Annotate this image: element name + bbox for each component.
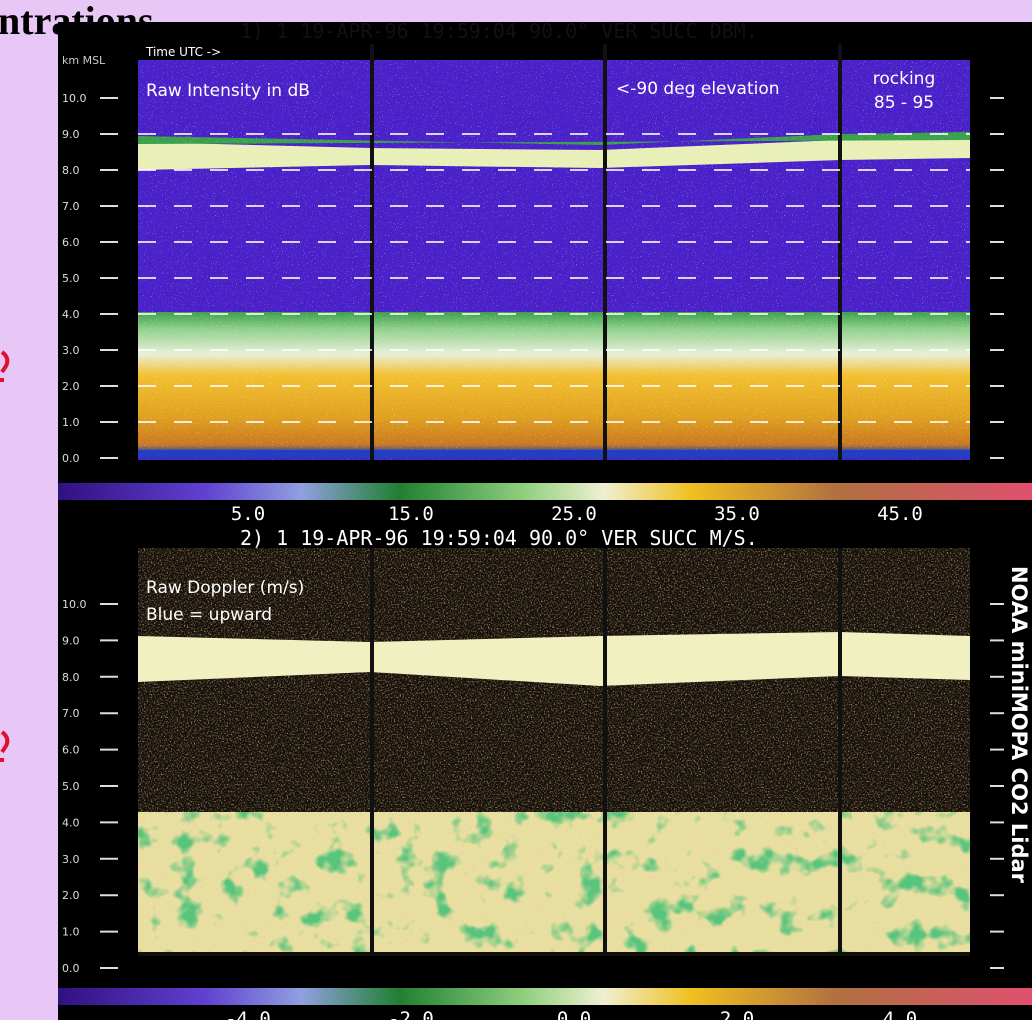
colorbar-label: 2.0 bbox=[720, 1008, 754, 1020]
y-tick-label: 7.0 bbox=[62, 200, 80, 213]
colorbar-label: -4.0 bbox=[225, 1008, 271, 1020]
panel-header: 2) 1 19-APR-96 19:59:04 90.0° VER SUCC M… bbox=[240, 526, 758, 550]
updraft-blobs bbox=[138, 812, 970, 952]
colorbar-label: 35.0 bbox=[714, 503, 760, 525]
y-tick-label: 5.0 bbox=[62, 272, 80, 285]
intensity-panel bbox=[138, 60, 970, 460]
y-tick-label: 9.0 bbox=[62, 128, 80, 141]
y-tick-label: 0.0 bbox=[62, 452, 80, 465]
colorbar-label: 25.0 bbox=[551, 503, 597, 525]
side-label: NOAA miniMOPA CO2 Lidar bbox=[1007, 566, 1031, 884]
slide: ntrations 1) 1 19-APR-96 19:59:04 90.0° … bbox=[0, 0, 1032, 1020]
y-tick-label: 4.0 bbox=[62, 816, 80, 829]
red-mark bbox=[2, 352, 7, 382]
speckle bbox=[138, 60, 970, 460]
y-tick-label: 1.0 bbox=[62, 416, 80, 429]
colorbar-label: 45.0 bbox=[877, 503, 923, 525]
red-mark bbox=[2, 732, 7, 762]
colorbar-label: 15.0 bbox=[388, 503, 434, 525]
annotation: 85 - 95 bbox=[874, 93, 934, 113]
annotation: <-90 deg elevation bbox=[616, 79, 780, 99]
colorbar-label: 5.0 bbox=[231, 503, 265, 525]
y-tick-label: 0.0 bbox=[62, 962, 80, 975]
y-tick-label: 10.0 bbox=[62, 598, 87, 611]
y-tick-label: 7.0 bbox=[62, 707, 80, 720]
axis-title: km MSL bbox=[62, 54, 106, 67]
annotation: Raw Intensity in dB bbox=[146, 81, 310, 101]
y-tick-label: 2.0 bbox=[62, 889, 80, 902]
y-tick-label: 3.0 bbox=[62, 853, 80, 866]
y-tick-label: 2.0 bbox=[62, 380, 80, 393]
panel-header: 1) 1 19-APR-96 19:59:04 90.0° VER SUCC D… bbox=[240, 19, 758, 43]
y-tick-label: 8.0 bbox=[62, 671, 80, 684]
colorbar-label: -2.0 bbox=[388, 1008, 434, 1020]
colorbar bbox=[58, 483, 1032, 500]
y-tick-label: 10.0 bbox=[62, 92, 87, 105]
time-label: Time UTC -> bbox=[145, 45, 221, 59]
y-tick-label: 1.0 bbox=[62, 926, 80, 939]
y-tick-label: 6.0 bbox=[62, 236, 80, 249]
annotation: Blue = upward bbox=[146, 605, 272, 625]
y-tick-label: 8.0 bbox=[62, 164, 80, 177]
y-tick-label: 4.0 bbox=[62, 308, 80, 321]
y-tick-label: 3.0 bbox=[62, 344, 80, 357]
ground bbox=[138, 450, 970, 458]
y-tick-label: 6.0 bbox=[62, 744, 80, 757]
y-tick-label: 9.0 bbox=[62, 634, 80, 647]
annotation: rocking bbox=[873, 69, 936, 89]
y-tick-label: 5.0 bbox=[62, 780, 80, 793]
colorbar bbox=[58, 988, 1032, 1005]
annotation: Raw Doppler (m/s) bbox=[146, 578, 304, 598]
colorbar-label: 0.0 bbox=[557, 1008, 591, 1020]
colorbar-label: 4.0 bbox=[883, 1008, 917, 1020]
